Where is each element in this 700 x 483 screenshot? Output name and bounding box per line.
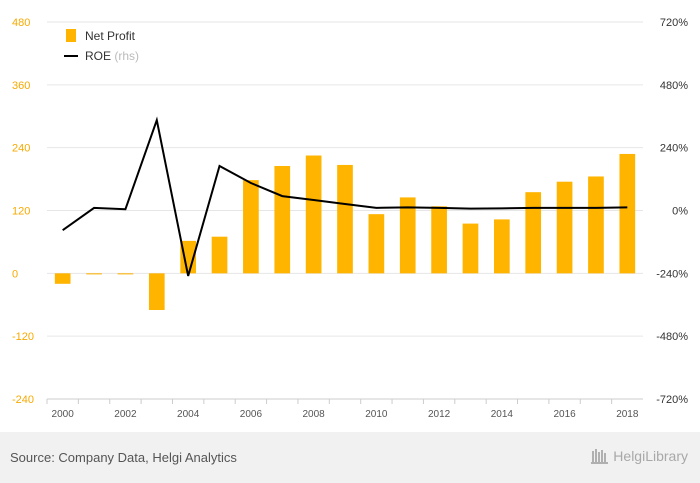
y-right-tick-label: 240%: [660, 143, 688, 155]
x-tick-label: 2002: [114, 409, 137, 420]
bar-net-profit: [337, 164, 353, 274]
y-left-tick-label: -240: [12, 394, 34, 406]
y-left-tick-label: 240: [12, 143, 30, 155]
legend-swatch-net-profit: [66, 29, 76, 42]
bar-series-net-profit: [54, 153, 636, 310]
bar-net-profit: [619, 153, 636, 274]
y-left-tick-label: 120: [12, 206, 30, 218]
y-right-tick-label: 720%: [660, 17, 688, 29]
y-left-tick-label: 360: [12, 80, 30, 92]
x-tick-label: 2000: [52, 409, 75, 420]
y-right-tick-label: -240%: [656, 268, 688, 280]
y-right-tick-label: -480%: [656, 331, 688, 343]
bar-net-profit: [86, 273, 102, 275]
bar-net-profit: [148, 273, 165, 310]
y-right-tick-label: -720%: [656, 394, 688, 406]
x-tick-label: 2012: [428, 409, 451, 420]
legend-label-roe: ROE (rhs): [85, 49, 139, 63]
x-tick-label: 2004: [177, 409, 200, 420]
bar-net-profit: [462, 223, 479, 274]
footer: Source: Company Data, Helgi Analytics He…: [0, 432, 700, 483]
brand-link[interactable]: HelgiLibrary: [591, 448, 688, 464]
y-right-tick-label: 480%: [660, 80, 688, 92]
bar-net-profit: [274, 165, 291, 274]
y-left-tick-label: 480: [12, 17, 30, 29]
x-tick-label: 2008: [303, 409, 326, 420]
x-tick-label: 2014: [491, 409, 514, 420]
library-logo-icon: [591, 449, 609, 464]
bar-net-profit: [54, 273, 71, 284]
y-left-tick-label: -120: [12, 331, 34, 343]
bar-net-profit: [494, 219, 510, 274]
x-tick-label: 2006: [240, 409, 263, 420]
legend-label-net-profit: Net Profit: [85, 29, 136, 43]
bar-net-profit: [305, 155, 322, 274]
x-tick-label: 2018: [616, 409, 639, 420]
bar-net-profit: [556, 181, 573, 274]
brand-label: HelgiLibrary: [613, 448, 688, 464]
bar-net-profit: [399, 197, 416, 274]
bar-net-profit: [525, 192, 542, 274]
legend-roe-note: (rhs): [114, 49, 139, 63]
x-tick-label: 2010: [365, 409, 388, 420]
y-left-tick-label: 0: [12, 268, 18, 280]
y-right-tick-label: 0%: [672, 206, 688, 218]
bar-net-profit: [117, 273, 134, 275]
legend: Net Profit ROE (rhs): [64, 29, 139, 63]
x-tick-label: 2016: [553, 409, 576, 420]
line-series-roe: [62, 116, 628, 277]
bar-net-profit: [431, 206, 447, 274]
legend-roe-name: ROE: [85, 49, 111, 63]
axes: 480 360 240 120 0 -120 -240 720% 480% 240% 0% -240%…: [12, 17, 688, 420]
bar-net-profit: [588, 176, 604, 274]
bar-net-profit: [243, 180, 259, 274]
bar-net-profit: [368, 214, 385, 274]
chart: 480 360 240 120 0 -120 -240 720% 480% 240% 0% -240%…: [12, 17, 688, 420]
source-note: Source: Company Data, Helgi Analytics: [10, 450, 237, 465]
bar-net-profit: [211, 236, 228, 274]
